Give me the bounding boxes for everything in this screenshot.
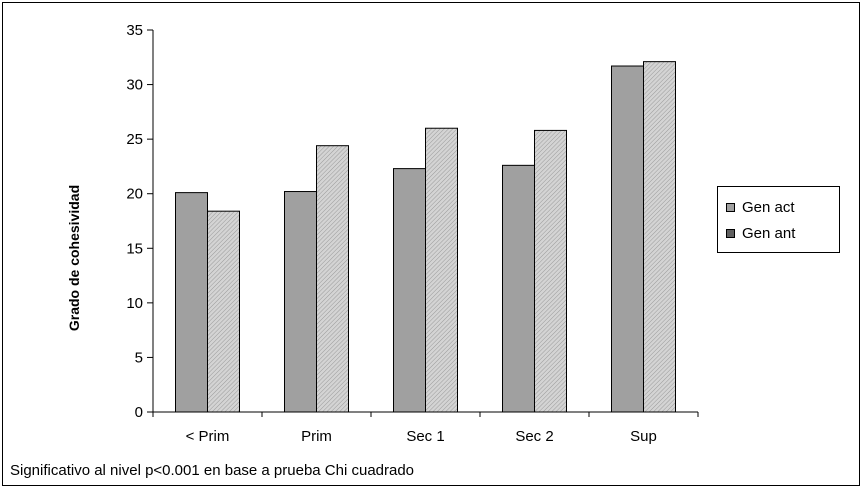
bar-gen-ant-1: [316, 145, 349, 413]
x-tick-label: < Prim: [186, 428, 230, 445]
y-tick-label: 25: [126, 131, 143, 148]
bars-layer: [175, 61, 676, 413]
legend-swatch-gen-ant: [726, 229, 735, 238]
y-tick-label: 35: [126, 22, 143, 39]
legend-item-gen-ant: Gen ant: [726, 225, 795, 242]
y-tick-label: 10: [126, 295, 143, 312]
bar-gen-ant-4: [643, 61, 676, 413]
legend-swatch-gen-act: [726, 203, 735, 212]
legend-label-gen-act: Gen act: [742, 199, 795, 216]
y-axis-title: Grado de cohesividad: [66, 185, 82, 331]
x-tick-label: Sup: [630, 428, 657, 445]
bar-gen-act-0: [175, 192, 208, 413]
axes-layer: [147, 29, 699, 417]
bar-gen-ant-3: [534, 129, 567, 413]
x-tick-label: Sec 1: [406, 428, 444, 445]
chart-footnote: Significativo al nivel p<0.001 en base a…: [10, 462, 415, 479]
bar-gen-act-3: [502, 164, 535, 413]
y-tick-label: 5: [135, 349, 143, 366]
y-tick-label: 15: [126, 240, 143, 257]
legend-item-gen-act: Gen act: [726, 199, 795, 216]
bar-gen-act-4: [611, 65, 644, 413]
bar-gen-ant-2: [425, 127, 458, 413]
x-tick-label: Sec 2: [515, 428, 553, 445]
bar-gen-act-2: [393, 168, 426, 413]
x-tick-label: Prim: [301, 428, 332, 445]
legend-label-gen-ant: Gen ant: [742, 225, 796, 242]
bar-gen-act-1: [284, 191, 317, 413]
chart-legend: Gen act Gen ant: [717, 186, 840, 253]
y-tick-label: 0: [135, 404, 143, 421]
labels-layer: < Prim Prim Sec 1 Sec 2 Sup 0 5 10 15 20 25 30 35: [126, 22, 657, 445]
bar-gen-ant-0: [207, 210, 240, 413]
y-tick-label: 30: [126, 77, 143, 94]
y-tick-label: 20: [126, 186, 143, 203]
